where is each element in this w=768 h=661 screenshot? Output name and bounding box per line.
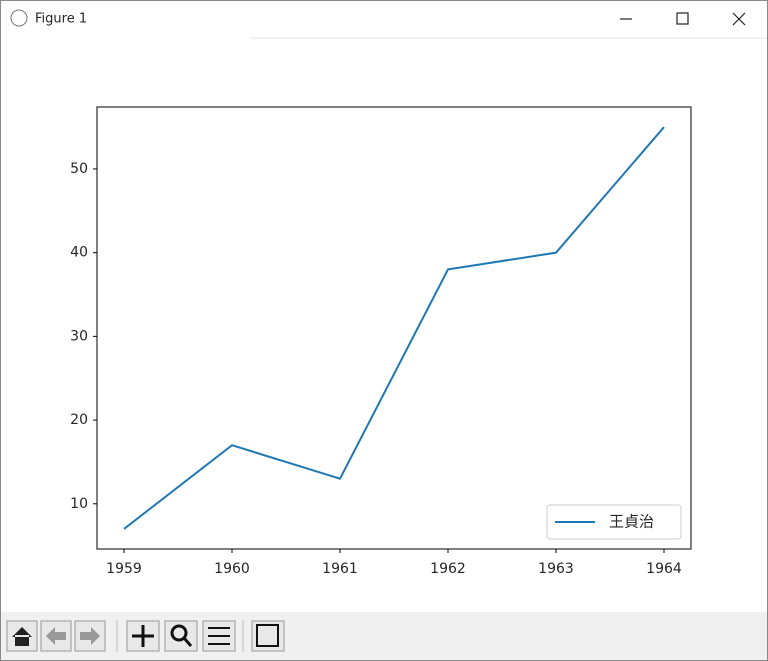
forward-icon: [80, 627, 100, 645]
plot-frame: [96, 106, 692, 550]
configure-icon: [208, 627, 230, 645]
zoom-button[interactable]: [164, 620, 198, 652]
back-icon: [46, 627, 66, 645]
toolbar: [1, 612, 767, 660]
title-bar: Figure 1: [10, 9, 767, 39]
save-icon: [256, 624, 279, 647]
home-button[interactable]: [6, 620, 38, 652]
x-tick-label: 1960: [214, 561, 250, 577]
plot: 10 20 30 40 50 1959 1960 1961 1962 1963 1964 王貞治: [70, 106, 692, 577]
x-tick-label: 1959: [106, 561, 142, 577]
app-icon: [10, 9, 28, 27]
x-tick-label: 1964: [646, 561, 682, 577]
window-title: Figure 1: [35, 12, 87, 27]
x-tick-label: 1963: [538, 561, 574, 577]
y-tick-label: 40: [70, 245, 88, 261]
x-tick-label: 1962: [430, 561, 466, 577]
y-tick-label: 50: [70, 161, 88, 177]
legend-label: 王貞治: [609, 513, 654, 531]
pan-icon: [132, 625, 154, 647]
y-tick-label: 30: [70, 328, 88, 344]
x-tick-label: 1961: [322, 561, 358, 577]
maximize-button[interactable]: [676, 12, 689, 25]
close-button[interactable]: [732, 12, 746, 26]
toolbar-bg: [1, 612, 767, 660]
legend-box: [546, 504, 682, 540]
home-icon: [12, 627, 32, 646]
y-tick-label: 10: [70, 496, 88, 512]
y-tick-label: 20: [70, 412, 88, 428]
zoom-icon-handle: [182, 637, 193, 647]
zoom-icon: [170, 624, 188, 642]
data-line: [123, 126, 665, 530]
